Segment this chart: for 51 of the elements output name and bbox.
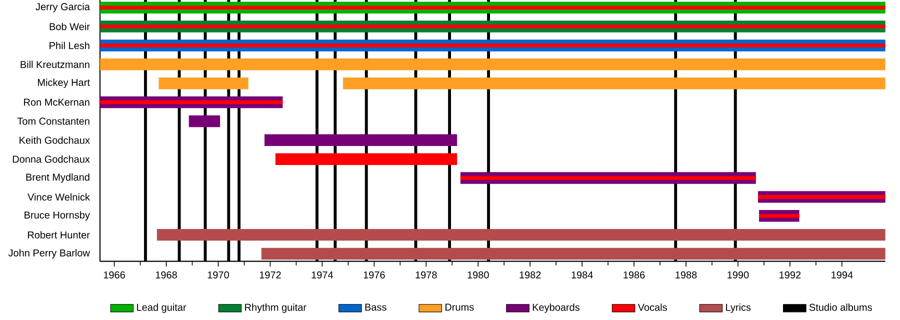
bar [100,6,886,10]
legend-label: Drums [445,304,474,311]
bar [100,58,886,70]
x-tick-label: 1978 [416,271,437,278]
y-tick-label: Vince Welnick [28,193,90,201]
y-tick-label: Jerry Garcia [36,2,90,12]
legend-label: Lyrics [726,304,751,313]
x-tick-label: 1986 [624,271,645,278]
y-tick-label: Bob Weir [50,22,90,30]
y-tick-label: Donna Godchaux [12,155,90,163]
bar [264,134,458,146]
x-tick-label: 1982 [520,271,541,278]
x-tick-label: 1976 [364,271,385,278]
x-tick-label: 1994 [832,271,853,278]
x-tick-label: 1988 [676,271,697,278]
x-tick-label: 1968 [156,271,177,278]
x-tick-label: 1980 [468,271,489,278]
legend-label: Rhythm guitar [245,304,306,313]
legend-label: Lead guitar [137,304,186,313]
bar [342,77,886,90]
bar [188,115,220,128]
y-tick-label: Bruce Hornsby [24,211,90,221]
bar [100,24,886,28]
x-tick-label: 1970 [208,271,229,278]
x-tick-label: 1972 [260,271,281,278]
legend-label: Vocals [638,304,667,311]
y-tick-label: Robert Hunter [28,231,90,238]
bar [100,100,283,104]
y-tick-label: Brent Mydland [26,173,90,183]
x-tick-label: 1990 [728,271,749,278]
bar [100,44,886,48]
bar [758,195,886,199]
bar [158,77,248,90]
y-tick-label: Keith Godchaux [20,136,90,144]
legend-label: Bass [365,304,386,311]
x-tick-label: 1984 [572,271,593,278]
y-tick-label: John Perry Barlow [8,249,90,258]
bar [261,248,886,260]
bar [759,214,800,218]
x-tick-label: 1966 [104,271,125,278]
bar [460,176,756,180]
y-tick-label: Tom Constanten [17,118,90,125]
x-tick-label: 1974 [312,271,334,278]
y-tick-label: Mickey Hart [38,78,90,88]
legend-label: Studio albums [809,304,872,311]
y-tick-label: Phil Lesh [50,42,90,50]
x-tick-label: 1992 [780,271,801,278]
bar [156,228,886,241]
legend-label: Keyboards [532,304,580,313]
y-tick-label: Bill Kreutzmann [20,60,90,68]
y-tick-label: Ron McKernan [24,98,90,106]
